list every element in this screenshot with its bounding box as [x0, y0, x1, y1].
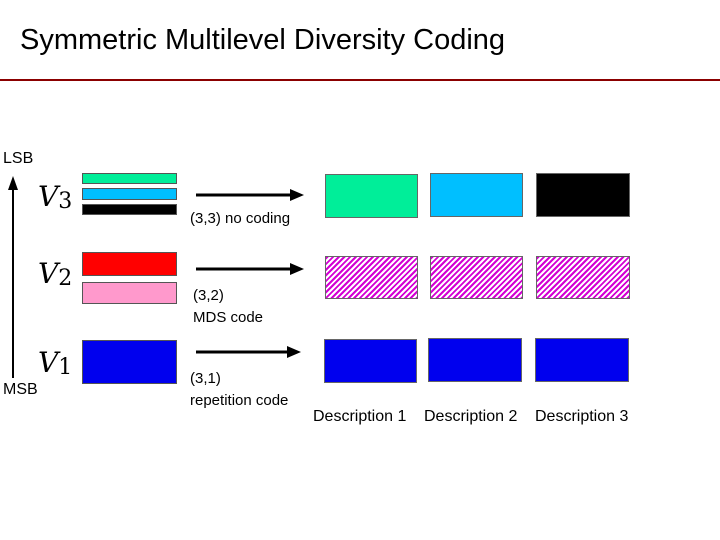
- desc2-v3-block: [430, 173, 523, 217]
- desc1-v3-block: [325, 174, 418, 218]
- v2-bit-bar-pink: [82, 282, 177, 304]
- scheme-v1-line2: repetition code: [190, 392, 289, 409]
- v3-bit-bar-green: [82, 173, 177, 184]
- arrowhead-v3: [290, 189, 304, 201]
- desc3-v3-block: [536, 173, 630, 217]
- scheme-v3-line1: (3,3) no coding: [190, 210, 291, 227]
- scheme-label-v1: (3,1) repetition code: [190, 368, 288, 412]
- desc1-v2-block: [325, 256, 418, 299]
- level-v2-label: V2: [38, 257, 72, 291]
- scheme-v1-line1: (3,1): [190, 370, 221, 387]
- level-v1-var: V: [38, 346, 59, 379]
- description-3-label: Description 3: [535, 408, 629, 425]
- level-v1-label: V1: [38, 346, 72, 380]
- title-divider: [0, 79, 720, 81]
- importance-axis-arrowhead: [8, 176, 18, 190]
- arrowhead-v2: [290, 263, 304, 275]
- desc3-v2-block: [536, 256, 630, 299]
- level-v3-sub: 3: [58, 189, 73, 214]
- desc2-v2-block: [430, 256, 523, 299]
- v3-bit-bar-black: [82, 204, 177, 215]
- scheme-v2-line2: MDS code: [193, 309, 264, 326]
- level-v3-label: V3: [38, 180, 72, 214]
- lsb-label: LSB: [3, 150, 34, 167]
- scheme-label-v3: (3,3) no coding: [190, 208, 290, 230]
- level-v2-sub: 2: [58, 266, 73, 291]
- slide-title: Symmetric Multilevel Diversity Coding: [20, 24, 506, 56]
- scheme-label-v2: (3,2) MDS code: [193, 285, 263, 329]
- level-v3-var: V: [38, 180, 59, 213]
- v3-bit-bar-blue: [82, 188, 177, 200]
- scheme-v2-line1: (3,2): [193, 287, 224, 304]
- msb-label: MSB: [3, 381, 38, 398]
- desc1-v1-block: [324, 339, 417, 383]
- desc3-v1-block: [535, 338, 629, 382]
- level-v2-var: V: [38, 257, 59, 290]
- desc2-v1-block: [428, 338, 522, 382]
- arrowhead-v1: [287, 346, 301, 358]
- v2-bit-bar-red: [82, 252, 177, 276]
- v1-bit-bar-blue: [82, 340, 177, 384]
- level-v1-sub: 1: [58, 355, 73, 380]
- description-2-label: Description 2: [424, 408, 518, 425]
- description-1-label: Description 1: [313, 408, 407, 425]
